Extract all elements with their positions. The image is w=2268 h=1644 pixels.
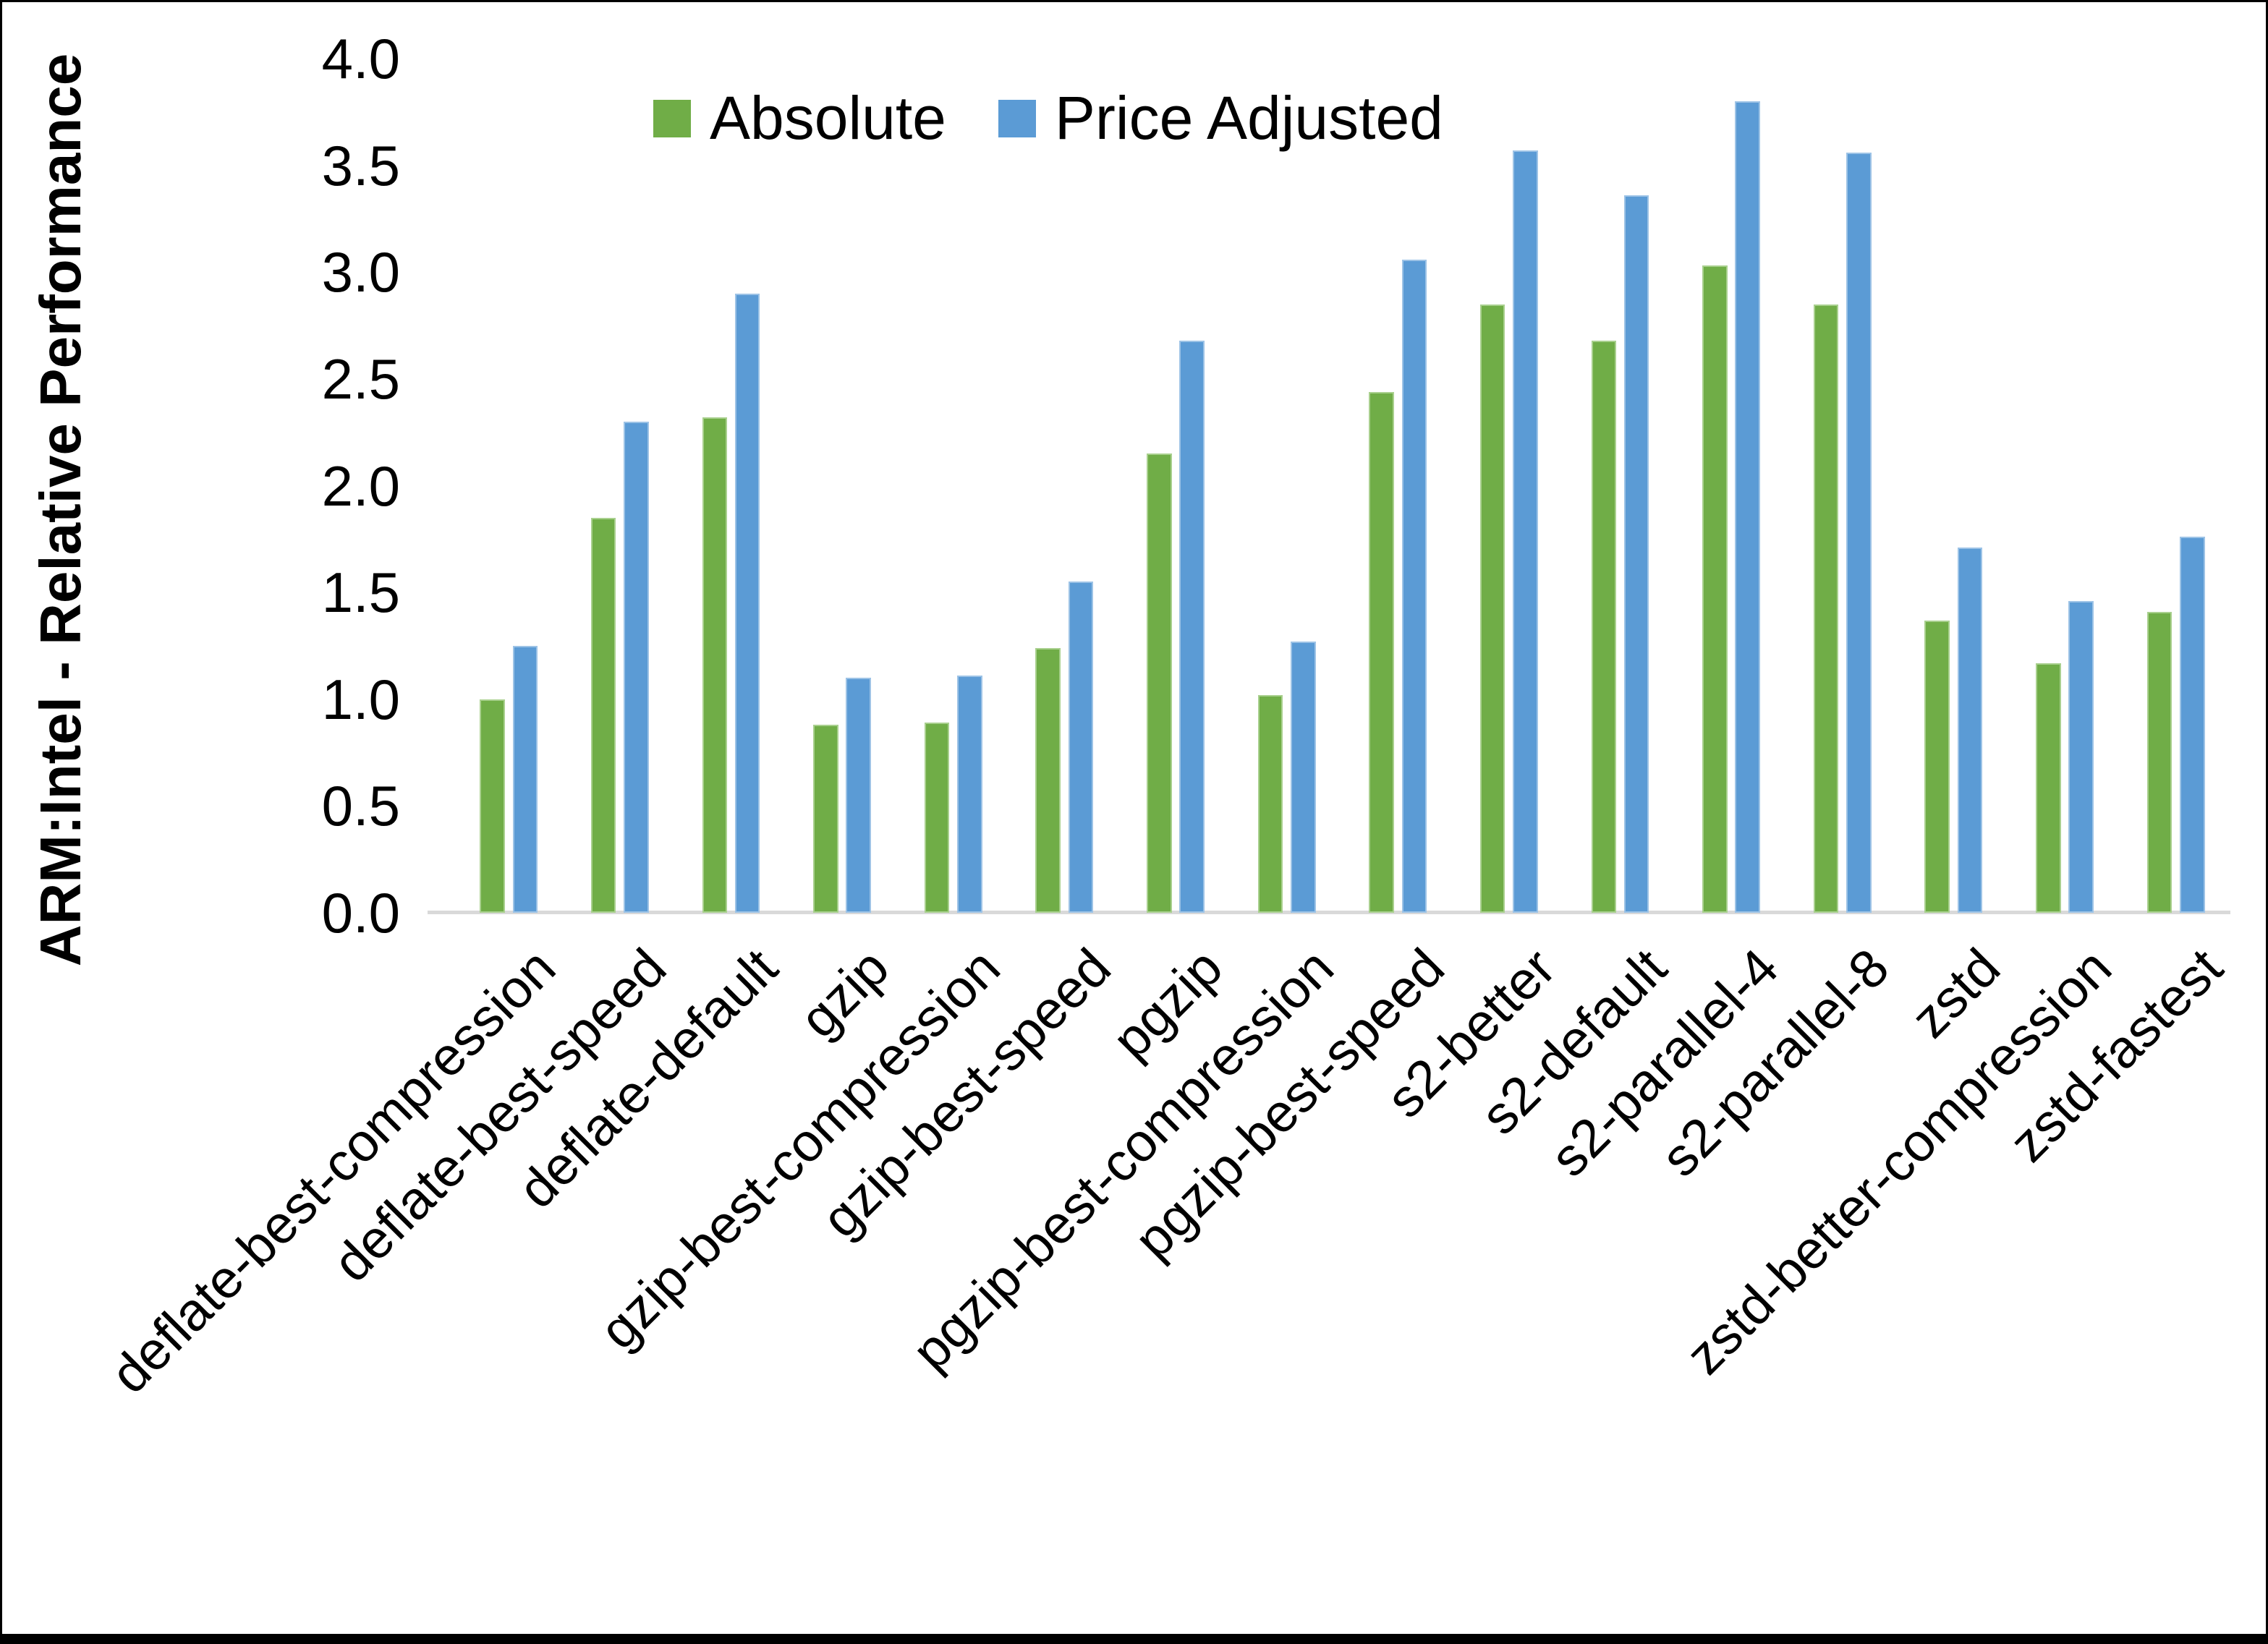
legend-swatch-icon (998, 99, 1036, 137)
y-tick-label: 2.5 (321, 346, 400, 411)
bar-absolute-pgzip (1147, 453, 1172, 913)
bar-absolute-s2-parallel-4 (1702, 265, 1728, 913)
bar-absolute-pgzip-best-speed (1369, 391, 1394, 913)
bar-price-adjusted-pgzip (1179, 340, 1205, 913)
bar-absolute-s2-default (1591, 340, 1617, 913)
bar-price-adjusted-s2-default (1623, 195, 1649, 913)
bar-price-adjusted-deflate-best-compression (512, 645, 538, 913)
y-tick-label: 0.5 (321, 774, 400, 838)
bar-price-adjusted-zstd (1957, 548, 1983, 913)
bar-price-adjusted-gzip-best-compression (957, 676, 982, 913)
y-tick-label: 2.0 (321, 453, 400, 518)
bar-price-adjusted-deflate-best-speed (624, 421, 649, 913)
bar-price-adjusted-gzip-best-speed (1068, 582, 1094, 913)
legend-label: Absolute (710, 84, 946, 152)
bar-price-adjusted-zstd-fastest (2179, 537, 2205, 913)
bar-price-adjusted-s2-parallel-8 (1846, 152, 1872, 913)
bar-price-adjusted-pgzip-best-speed (1401, 259, 1427, 913)
plot-area (440, 59, 2218, 913)
bar-price-adjusted-pgzip-best-compression (1290, 642, 1316, 913)
bar-absolute-gzip-best-speed (1035, 647, 1061, 913)
bar-absolute-deflate-best-compression (480, 699, 505, 913)
bar-price-adjusted-s2-better (1513, 150, 1538, 913)
y-tick-label: 4.0 (321, 27, 400, 90)
legend-item-absolute: Absolute (653, 83, 946, 153)
y-axis-title: ARM:Intel - Relative Performance (28, 53, 93, 967)
bar-absolute-gzip (813, 725, 838, 913)
y-tick-label: 0.0 (321, 881, 400, 945)
y-tick-label: 3.0 (321, 240, 400, 304)
bar-absolute-zstd-better-compression (2036, 663, 2061, 913)
bar-absolute-gzip-best-compression (924, 723, 950, 913)
bar-absolute-s2-parallel-8 (1813, 304, 1839, 913)
y-tick-label: 3.5 (321, 133, 400, 197)
bar-price-adjusted-zstd-better-compression (2068, 600, 2094, 913)
legend: Absolute Price Adjusted (653, 83, 1443, 153)
bar-price-adjusted-gzip (846, 678, 872, 913)
legend-item-price-adjusted: Price Adjusted (998, 83, 1443, 153)
legend-swatch-icon (653, 99, 691, 137)
y-tick-label: 1.0 (321, 667, 400, 731)
bar-price-adjusted-deflate-default (734, 293, 760, 913)
legend-label: Price Adjusted (1054, 84, 1443, 152)
bar-absolute-deflate-best-speed (590, 517, 616, 913)
x-axis-line (428, 911, 2230, 914)
bar-absolute-zstd (1924, 620, 1950, 913)
bar-absolute-pgzip-best-compression (1257, 694, 1283, 913)
bar-absolute-zstd-fastest (2146, 611, 2173, 913)
bar-absolute-s2-better (1479, 304, 1505, 913)
x-category-label: deflate-best-compression (99, 937, 567, 1405)
bar-price-adjusted-s2-parallel-4 (1735, 101, 1761, 913)
y-tick-label: 1.5 (321, 561, 400, 625)
bar-absolute-deflate-default (702, 417, 728, 913)
